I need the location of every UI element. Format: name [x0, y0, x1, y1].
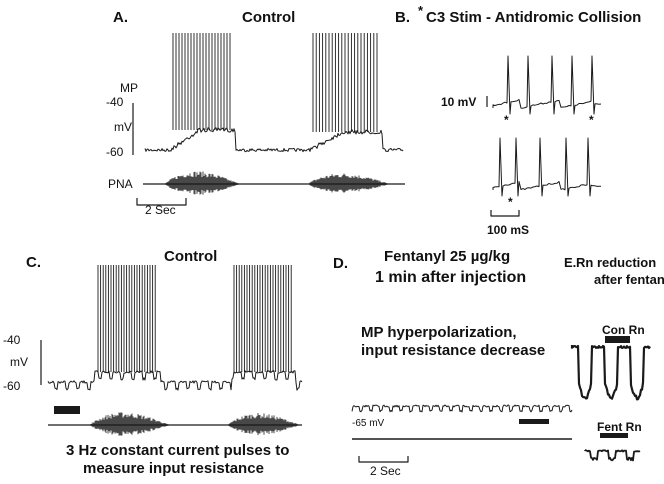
panel-d-note-line1: MP hyperpolarization,: [361, 324, 517, 341]
panel-c-traces: [40, 265, 303, 436]
panel-d-label: D.: [333, 255, 348, 272]
panel-e-fent-rn-label: Fent Rn: [597, 420, 642, 434]
panel-a-mp-trace: [144, 127, 404, 153]
panel-b-traces: [486, 55, 602, 217]
panel-d-title-line2: 1 min after injection: [375, 269, 527, 286]
panel-c-y-unit: mV: [10, 355, 28, 369]
panel-d-current-pulse-bar: [519, 419, 549, 424]
panel-e-con-trace: [570, 344, 651, 401]
panel-b-asterisk: *: [418, 3, 424, 18]
panel-a-scalebar-label: 2 Sec: [145, 203, 176, 217]
panel-d-scalebar-label: 2 Sec: [370, 464, 401, 478]
panel-d-traces: [351, 404, 573, 463]
panel-a-label: A.: [113, 9, 128, 26]
panel-b-scale-mv: 10 mV: [441, 95, 477, 109]
panel-a-y-tick-top: -40: [106, 95, 124, 109]
panel-c-mp-trace: [47, 370, 303, 391]
panel-e-con-bar: [605, 336, 630, 343]
panel-e-title-line1: Rn reduction: [576, 255, 657, 270]
panel-e-fent-bar: [600, 433, 628, 438]
panel-a-traces: [132, 33, 405, 206]
panel-c-y-tick-top: -40: [3, 333, 21, 347]
panel-b-ms-scalebar: [490, 210, 520, 217]
panel-b-stim-marker: *: [504, 113, 509, 127]
panel-e-label: E.: [564, 255, 577, 270]
panel-b-trace-top: [492, 55, 602, 115]
panel-d-note-line2: input resistance decrease: [361, 342, 546, 359]
panel-e-traces: [570, 336, 651, 462]
panel-d-title-line1: Fentanyl 25 µg/kg: [384, 248, 511, 265]
panel-c-title: Control: [164, 248, 218, 265]
panel-e-con-rn-label: Con Rn: [602, 323, 645, 337]
panel-c-caption-line2: measure input resistance: [83, 460, 264, 477]
panel-c-current-pulse-bar: [54, 406, 80, 414]
panel-d-scalebar: [358, 456, 409, 463]
panel-a-y-tick-bottom: -60: [106, 145, 124, 159]
panel-c-caption-line1: 3 Hz constant current pulses to: [66, 442, 290, 459]
panel-c-y-tick-bottom: -60: [3, 379, 21, 393]
panel-e-title-line2: after fentanyl: [594, 272, 664, 287]
panel-b-scale-ms: 100 mS: [487, 223, 530, 237]
panel-b-stim-marker: *: [589, 113, 594, 127]
panel-a-title: Control: [242, 9, 296, 26]
panel-b-label: B.: [395, 9, 410, 26]
panel-a-y-unit: mV: [114, 120, 132, 134]
panel-b-stim-marker: *: [508, 195, 513, 209]
panel-a-scalebar: [136, 198, 187, 206]
panel-a-mp-label: MP: [120, 81, 138, 95]
panel-c-label: C.: [26, 254, 41, 271]
panel-e-fent-trace: [584, 449, 641, 462]
panel-d-mp-trace: [351, 404, 573, 413]
panel-d-baseline-label: -65 mV: [352, 418, 385, 429]
panel-b-title: C3 Stim - Antidromic Collision: [426, 9, 642, 26]
panel-b-trace-bottom: [492, 137, 602, 197]
panel-a-pna-label: PNA: [108, 177, 133, 191]
